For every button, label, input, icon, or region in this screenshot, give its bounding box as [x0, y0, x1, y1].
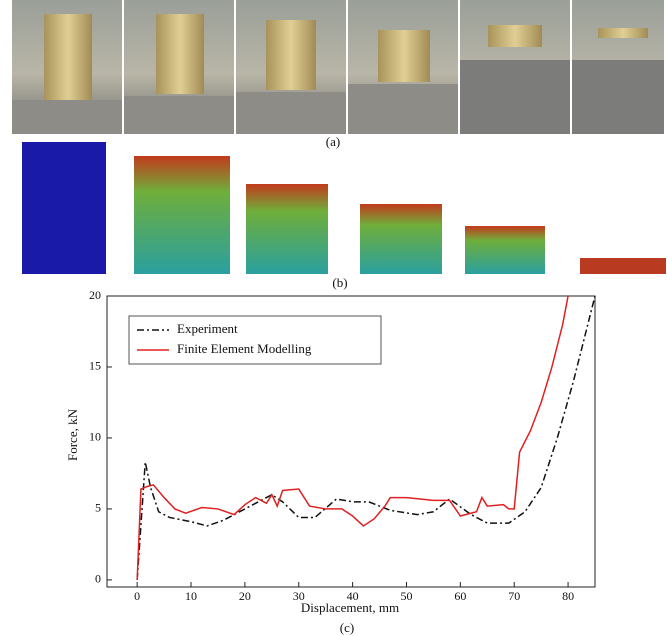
x-tick-label: 0 — [134, 589, 140, 603]
y-tick-label: 0 — [95, 572, 101, 586]
y-tick-label: 10 — [89, 430, 101, 444]
x-tick-label: 20 — [239, 589, 251, 603]
y-axis-label: Force, kN — [65, 408, 80, 461]
x-tick-label: 70 — [508, 589, 520, 603]
caption: (a) — [326, 134, 340, 149]
y-tick-label: 20 — [89, 288, 101, 302]
legend-label: Finite Element Modelling — [177, 341, 312, 356]
caption: (c) — [340, 620, 354, 635]
photo-panels — [12, 0, 664, 134]
y-tick-label: 5 — [95, 501, 101, 515]
x-tick-label: 80 — [562, 589, 574, 603]
x-tick-label: 50 — [400, 589, 412, 603]
caption: (b) — [332, 275, 347, 290]
x-tick-label: 40 — [347, 589, 359, 603]
simulation-panels — [22, 142, 666, 274]
legend-label: Experiment — [177, 321, 238, 336]
x-tick-label: 30 — [293, 589, 305, 603]
x-tick-label: 10 — [185, 589, 197, 603]
figure: (a) (b) (c) Displacement, mm Force, kN 0… — [0, 0, 667, 636]
y-tick-label: 15 — [89, 359, 101, 373]
x-tick-label: 60 — [454, 589, 466, 603]
